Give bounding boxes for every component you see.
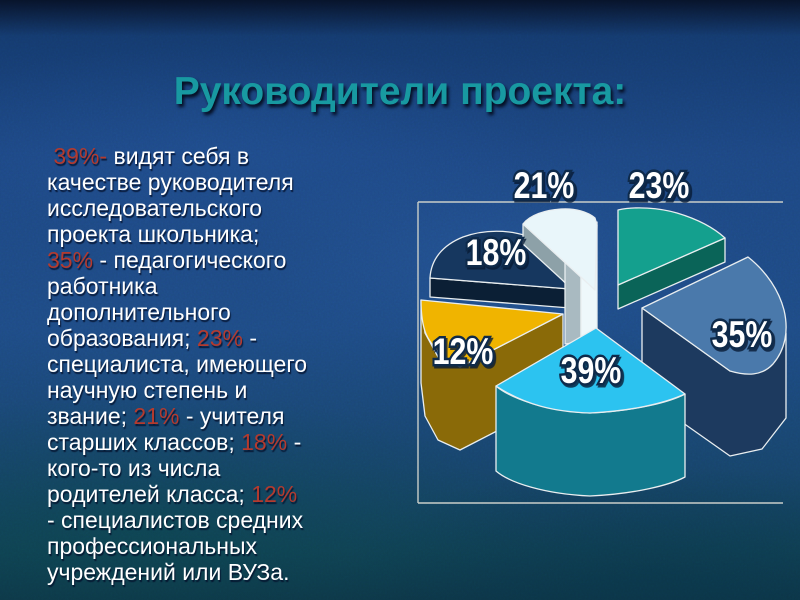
pie-slice-23-top — [617, 207, 726, 286]
text-segment: кого-то из числа — [47, 455, 221, 481]
pie-label-35: 35% — [712, 314, 773, 356]
percent-highlight: 21% — [133, 403, 180, 429]
text-segment: исследовательского — [47, 195, 263, 221]
text-segment: родителей класса; — [47, 481, 252, 507]
text-segment: - учителя — [179, 403, 285, 429]
text-segment: - — [242, 325, 258, 351]
text-segment: старших классов; — [47, 429, 242, 455]
slide-title: Руководители проекта: — [173, 70, 627, 113]
text-segment: научную степень и — [47, 377, 248, 403]
text-segment: - педагогического — [93, 247, 287, 273]
text-segment: специалиста, имеющего — [47, 351, 308, 377]
text-segment: образования; — [47, 325, 197, 351]
plot-frame — [417, 201, 783, 504]
pie-label-39: 39% — [561, 350, 622, 392]
text-line: научную степень и — [47, 377, 407, 403]
text-segment: видят себя в — [107, 143, 250, 169]
pie-slice-21-top — [522, 208, 598, 291]
text-segment: звание; — [47, 403, 134, 429]
pie-slice-18-top — [429, 230, 571, 290]
text-segment: проекта школьника; — [47, 221, 260, 247]
text-line: 39%- видят себя в — [47, 143, 407, 169]
text-segment: работника — [47, 273, 158, 299]
text-line: 35% - педагогического — [47, 247, 407, 273]
text-segment: качестве руководителя — [47, 169, 294, 195]
pie-chart: 21% 23% 18% 12% 39% 35% — [405, 150, 795, 520]
text-line: родителей класса; 12% — [47, 481, 407, 507]
text-line: исследовательского — [47, 195, 407, 221]
text-line: специалиста, имеющего — [47, 351, 407, 377]
pie-slice-39-top — [495, 327, 686, 414]
text-line: профессиональных — [47, 533, 407, 559]
text-line: образования; 23% - — [47, 325, 407, 351]
text-segment: учреждений или ВУЗа. — [47, 559, 290, 585]
percent-highlight: 12% — [251, 481, 298, 507]
percent-highlight: 39%- — [47, 143, 108, 169]
text-line: проекта школьника; — [47, 221, 407, 247]
text-line: - специалистов средних — [47, 507, 407, 533]
pie-slice-35-top — [641, 256, 787, 375]
text-line: учреждений или ВУЗа. — [47, 559, 407, 585]
text-segment: - специалистов средних — [47, 507, 304, 533]
pie-label-23: 23% — [629, 165, 690, 207]
pie-label-12: 12% — [433, 331, 494, 373]
percent-highlight: 18% — [241, 429, 288, 455]
text-segment: дополнительного — [47, 299, 231, 325]
text-line: кого-то из числа — [47, 455, 407, 481]
text-line: звание; 21% - учителя — [47, 403, 407, 429]
pie-chart-canvas: 21% 23% 18% 12% 39% 35% — [417, 163, 787, 504]
pie-label-18: 18% — [466, 232, 527, 274]
pie-slice-12-top — [420, 299, 564, 368]
percent-highlight: 23% — [196, 325, 243, 351]
text-line: качестве руководителя — [47, 169, 407, 195]
slide-body-text: 39%- видят себя в качестве руководителя ис… — [47, 143, 407, 585]
percent-highlight: 35% — [47, 247, 94, 273]
pie-label-21: 21% — [514, 165, 575, 207]
text-segment: - — [287, 429, 302, 455]
text-line: работника — [47, 273, 407, 299]
text-segment: профессиональных — [47, 533, 258, 559]
text-line: дополнительного — [47, 299, 407, 325]
text-line: старших классов; 18% - — [47, 429, 407, 455]
